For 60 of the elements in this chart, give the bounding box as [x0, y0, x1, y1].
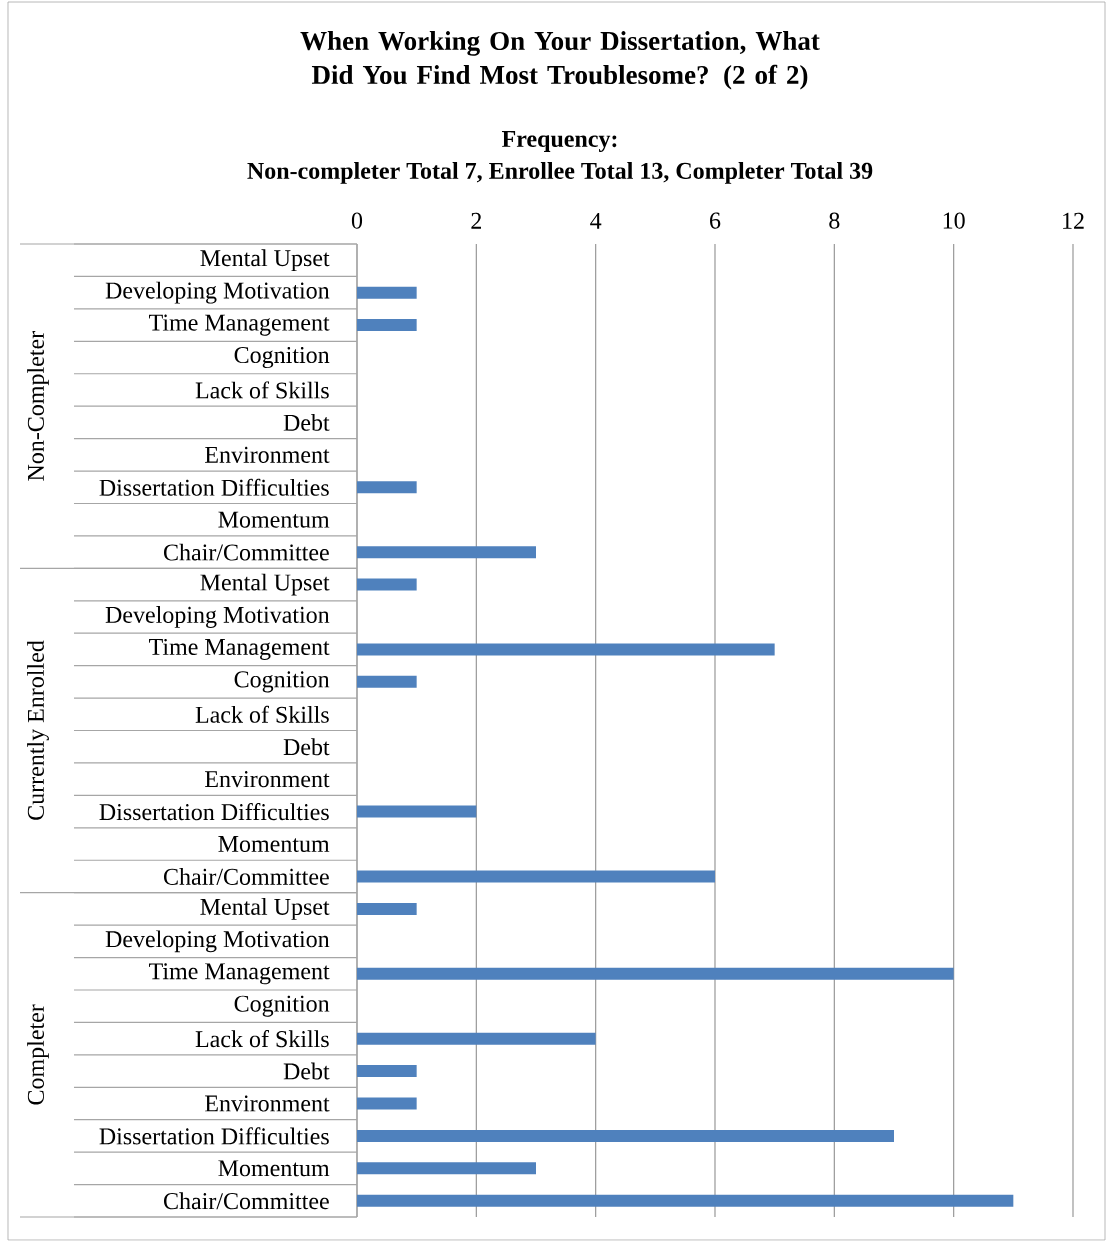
bar — [357, 902, 417, 915]
text: Non-Completer — [27, 331, 49, 481]
bar — [357, 870, 715, 883]
y-tick-label: Environment — [205, 446, 330, 463]
bar — [357, 1194, 1014, 1207]
y-tick-label: Lack of Skills — [195, 1030, 329, 1048]
bar — [357, 1129, 894, 1142]
bar — [357, 286, 417, 299]
y-tick-label: Momentum — [218, 511, 330, 528]
y-tick-label: Mental Upset — [200, 573, 330, 596]
x-tick-label: 12 — [1063, 212, 1084, 229]
y-tick-label: Cognition — [234, 671, 330, 693]
y-tick-label: Lack of Skills — [195, 705, 329, 723]
bar — [357, 675, 417, 688]
y-tick-label: Momentum — [218, 1160, 330, 1177]
y-tick-label: Debt — [283, 738, 330, 756]
y-tick-label: Environment — [205, 771, 330, 788]
x-tick-label: 10 — [943, 212, 965, 229]
text: Completer — [27, 1004, 49, 1105]
y-tick-label: Lack of Skills — [195, 381, 329, 399]
y-tick-label: Debt — [283, 413, 330, 431]
x-tick-label: 2 — [471, 212, 481, 229]
bar — [357, 546, 536, 559]
bar — [357, 1032, 596, 1045]
x-tick-label: 6 — [710, 212, 721, 229]
bar — [357, 805, 477, 818]
bar — [357, 967, 954, 980]
x-tick-label: 4 — [590, 212, 602, 229]
y-tick-label: Cognition — [234, 346, 330, 369]
bar — [357, 578, 417, 591]
y-tick-label: Chair/Committee — [163, 1192, 329, 1210]
y-tick-label: Developing Motivation — [105, 930, 330, 953]
bar — [357, 643, 775, 656]
y-tick-label: Mental Upset — [200, 898, 330, 920]
y-tick-label: Time Management — [149, 314, 330, 336]
y-tick-label: Time Management — [149, 638, 330, 660]
bar — [357, 319, 417, 332]
y-tick-label: Momentum — [218, 836, 330, 852]
bar — [357, 481, 417, 494]
y-tick-label: Cognition — [234, 995, 330, 1017]
y-tick-label: Debt — [283, 1062, 330, 1080]
text: Currently Enrolled — [27, 640, 49, 820]
bar — [357, 1162, 536, 1175]
bar — [357, 1097, 417, 1110]
y-tick-label: Developing Motivation — [105, 606, 330, 628]
y-tick-label: Chair/Committee — [163, 868, 329, 885]
y-tick-label: Dissertation Difficulties — [99, 803, 329, 821]
y-tick-label: Time Management — [149, 963, 330, 985]
x-tick-label: 8 — [829, 212, 840, 229]
chart-title: When Working On Your Dissertation, What Did You Find Most Troublesome? (2 of 2) — [300, 31, 820, 90]
y-tick-label: Chair/Committee — [163, 543, 329, 561]
x-tick-label: 0 — [351, 212, 363, 229]
y-tick-label: Environment — [205, 1095, 330, 1112]
y-tick-label: Mental Upset — [200, 249, 330, 272]
x-axis-title: Frequency: — [501, 131, 617, 152]
y-tick-label: Developing Motivation — [105, 281, 330, 304]
chart-subtitle: Non-completer Total 7, Enrollee Total 13, Completer Total 39 — [247, 162, 873, 184]
y-tick-label: Dissertation Difficulties — [99, 1127, 329, 1145]
y-tick-label: Dissertation Difficulties — [99, 478, 329, 496]
bar — [357, 1065, 417, 1078]
